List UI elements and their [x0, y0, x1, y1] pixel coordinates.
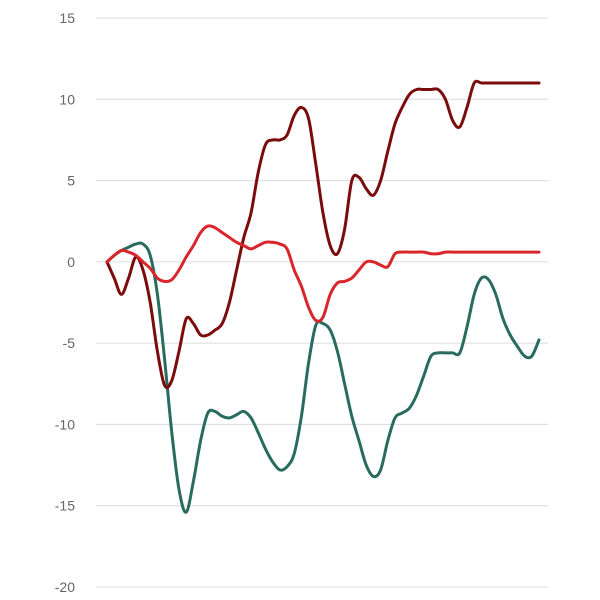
y-tick-label: -20 — [55, 579, 75, 595]
series-lines — [105, 79, 541, 514]
y-tick-label: -15 — [55, 498, 75, 514]
y-tick-label: 10 — [59, 91, 75, 107]
series-line-2 — [105, 79, 541, 390]
series-line-1 — [105, 241, 541, 514]
y-axis-tick-labels: 15 10 5 0 -5 -10 -15 -20 — [55, 10, 75, 595]
y-tick-label: -5 — [63, 335, 76, 351]
series-line-3 — [105, 224, 541, 323]
grid — [96, 17, 548, 588]
y-tick-label: 0 — [67, 254, 75, 270]
y-tick-label: 5 — [67, 173, 75, 189]
y-tick-label: 15 — [59, 10, 75, 26]
y-tick-label: -10 — [55, 416, 75, 432]
